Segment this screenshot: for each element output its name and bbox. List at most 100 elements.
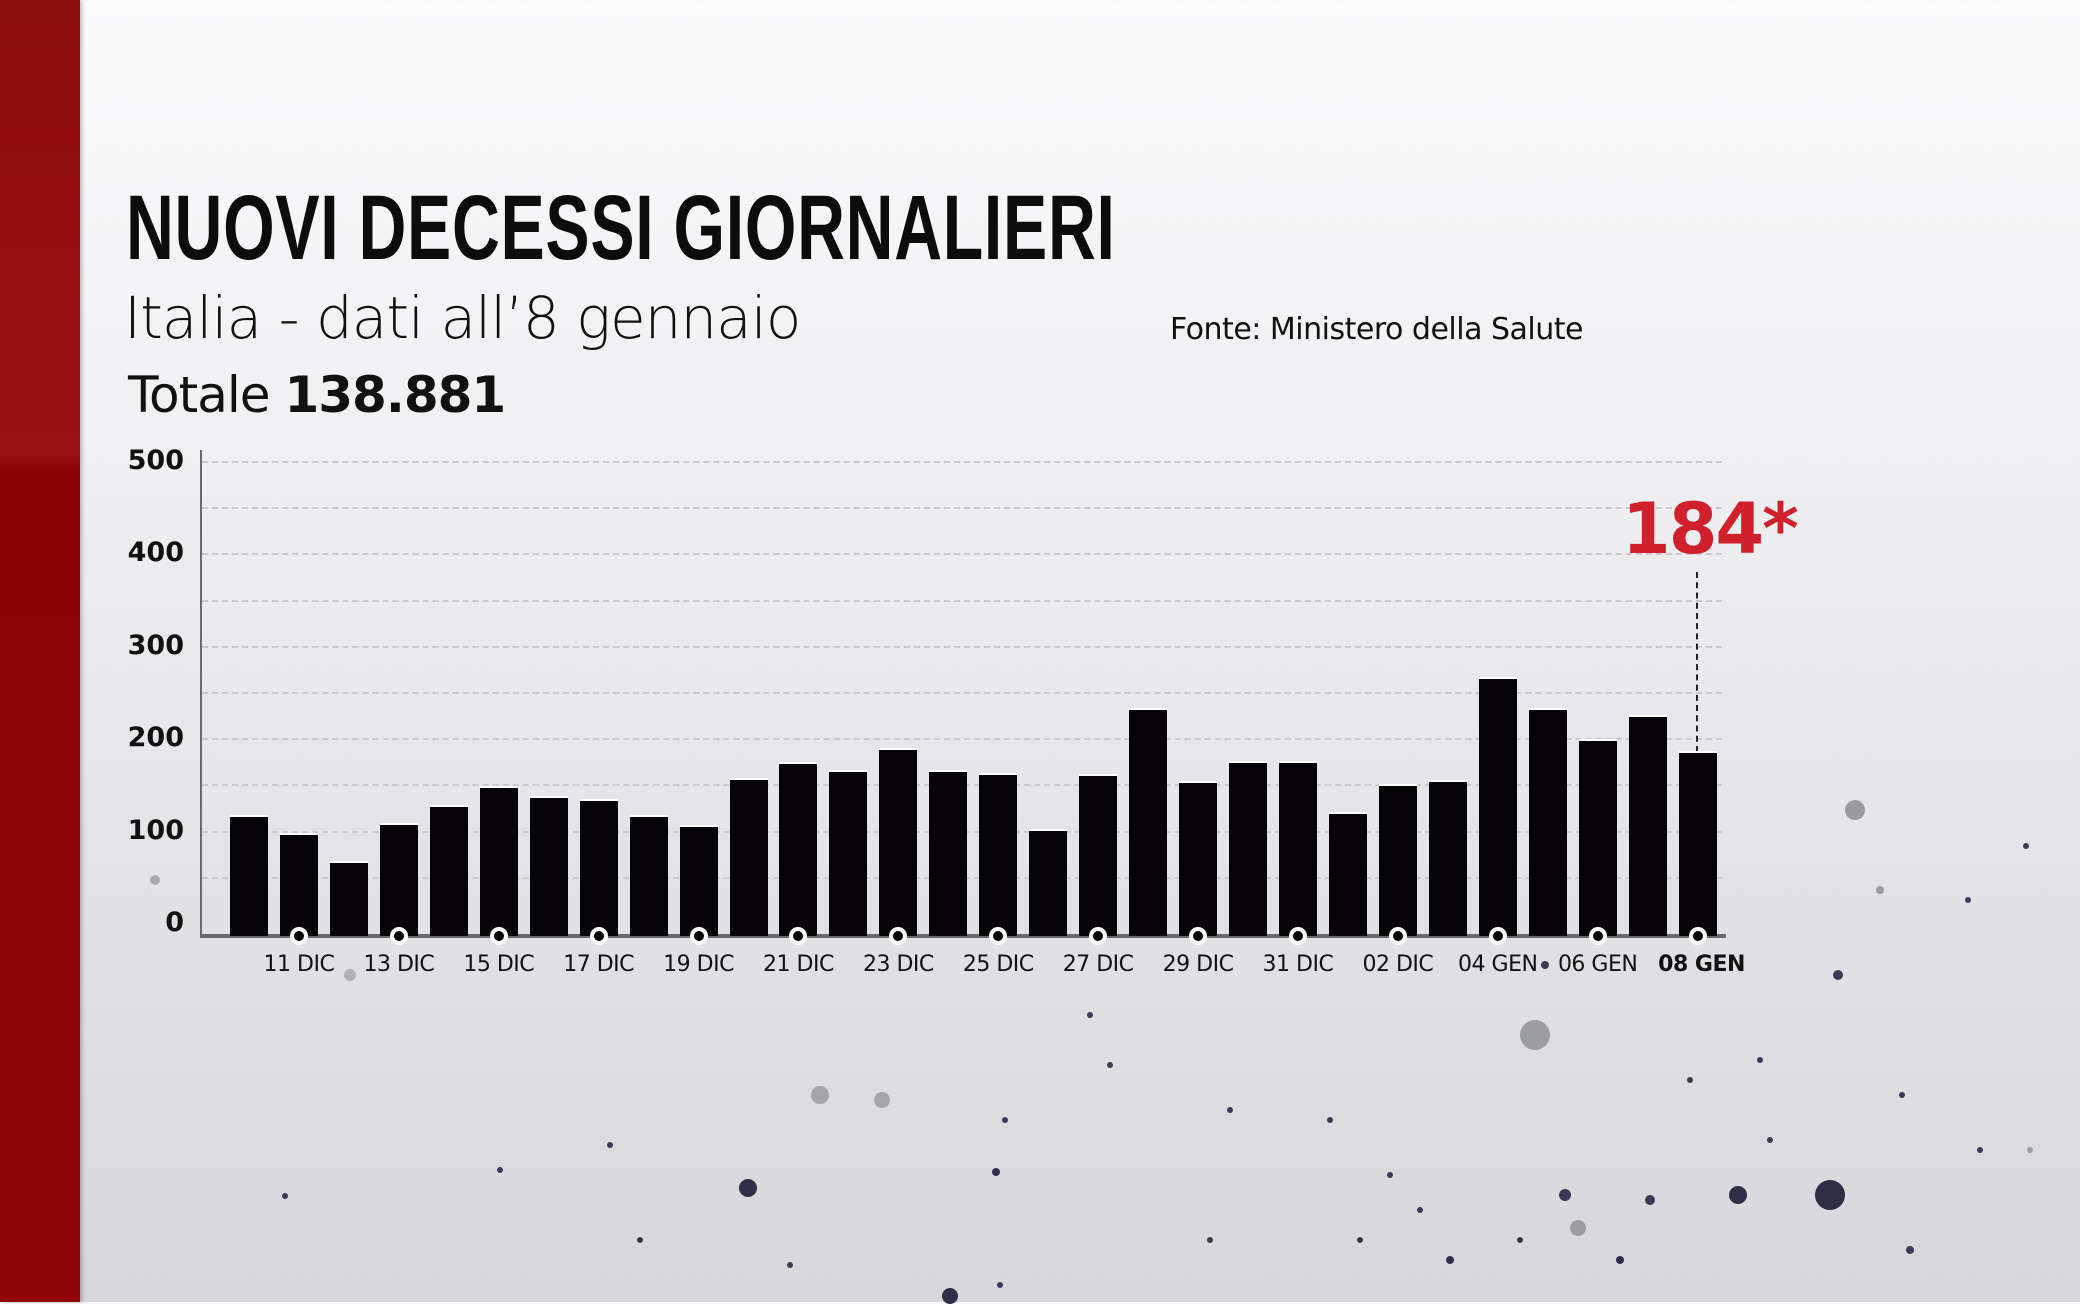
decorative-dot [787, 1262, 793, 1268]
decorative-dot [1559, 1189, 1571, 1201]
bar-05-gen [1528, 709, 1567, 936]
total-value: 138.881 [284, 366, 506, 424]
total-label: Totale [128, 366, 271, 424]
x-tick-marker [689, 927, 708, 945]
decorative-dot [1687, 1077, 1693, 1083]
x-tick-label: 31 DIC [1262, 952, 1334, 977]
decorative-dot [1645, 1195, 1655, 1205]
gridline [202, 507, 1722, 510]
decorative-dot [1517, 1237, 1523, 1243]
bar-23-dic [879, 750, 918, 936]
decorative-dot [135, 542, 141, 548]
decorative-dot [1616, 1256, 1624, 1264]
gridline [202, 461, 1722, 463]
bar-16-dic [529, 798, 568, 936]
bar-17-dic [579, 801, 618, 936]
accent-strip [0, 0, 80, 1302]
x-tick-marker [989, 927, 1008, 945]
bar-15-dic [479, 788, 518, 936]
bar-02-gen [1378, 786, 1417, 936]
x-tick-label: 19 DIC [663, 952, 734, 977]
bar-26-dic [1029, 830, 1068, 936]
x-tick-label: 13 DIC [363, 952, 435, 977]
data-source: Fonte: Ministero della Salute [1170, 312, 1584, 347]
y-tick-label: 100 [127, 814, 184, 846]
decorative-dot [2027, 1147, 2033, 1153]
decorative-dot [1977, 1147, 1983, 1153]
total-deaths: Totale 138.881 [128, 366, 506, 424]
x-tick-marker [1488, 927, 1507, 945]
bar-28-dic [1129, 709, 1168, 936]
decorative-dot [344, 969, 356, 981]
gridline [202, 553, 1722, 556]
gridline [202, 599, 1722, 602]
bar-18-dic [629, 816, 668, 936]
decorative-dot [874, 1092, 890, 1108]
bar-20-dic [729, 779, 768, 936]
chart-subtitle: Italia - dati all’8 gennaio [124, 284, 801, 352]
bar-24-dic [929, 772, 968, 936]
decorative-dot [607, 1142, 613, 1148]
x-tick-marker [889, 927, 908, 945]
x-tick-label: 27 DIC [1062, 952, 1134, 977]
bar-03-gen [1428, 781, 1467, 936]
decorative-dot [1227, 1107, 1233, 1113]
bar-30-dic [1229, 763, 1267, 936]
x-tick-marker [589, 927, 608, 945]
bar-04-gen [1478, 679, 1517, 936]
decorative-dot [1906, 1246, 1914, 1254]
decorative-dot [739, 1179, 757, 1197]
x-tick-marker [289, 927, 308, 945]
x-tick-label: 15 DIC [463, 952, 535, 977]
bar-25-dic [979, 775, 1018, 936]
x-tick-label: 17 DIC [563, 952, 635, 977]
decorative-dot [2023, 843, 2029, 849]
x-tick-label: 29 DIC [1162, 952, 1234, 977]
decorative-dot [497, 1167, 503, 1173]
bar-01-gen [1328, 813, 1367, 936]
decorative-dot [1446, 1256, 1454, 1264]
decorative-dot [1417, 1207, 1423, 1213]
decorative-dot [1845, 800, 1865, 820]
x-tick-marker [489, 927, 508, 945]
decorative-dot [1387, 1172, 1393, 1178]
decorative-dot [1107, 1062, 1113, 1068]
decorative-dot [150, 875, 160, 885]
y-tick-label: 0 [165, 907, 184, 938]
decorative-dot [1570, 1220, 1586, 1236]
decorative-dot [1207, 1237, 1213, 1243]
bar-08-gen [1678, 752, 1717, 936]
decorative-dot [1357, 1237, 1363, 1243]
y-axis [200, 450, 202, 936]
bar-31-dic [1278, 763, 1317, 936]
y-tick-label: 200 [127, 722, 184, 754]
decorative-dot [1757, 1057, 1763, 1063]
decorative-dot [1899, 1092, 1905, 1098]
x-tick-marker [389, 927, 408, 945]
decorative-dot [282, 1193, 288, 1199]
x-tick-marker [1189, 927, 1208, 945]
x-tick-label: 23 DIC [862, 952, 934, 977]
decorative-dot [1876, 886, 1884, 894]
decorative-dot [1087, 1012, 1093, 1018]
decorative-dot [1767, 1137, 1773, 1143]
decorative-dot [1965, 897, 1971, 903]
decorative-dot [992, 1168, 1000, 1176]
decorative-dot [1327, 1117, 1333, 1123]
x-tick-label: 08 GEN [1658, 952, 1745, 977]
x-tick-label: 21 DIC [763, 952, 834, 977]
bar-21-dic [779, 764, 818, 936]
bar-14-dic [429, 806, 468, 936]
y-tick-label: 300 [127, 629, 184, 661]
x-tick-marker [1288, 927, 1307, 945]
bar-06-gen [1578, 740, 1617, 936]
decorative-dot [1541, 961, 1549, 969]
decorative-dot [1833, 970, 1843, 980]
callout-leader-line [1696, 572, 1698, 752]
bar-07-gen [1628, 716, 1667, 936]
bar-29-dic [1179, 782, 1218, 936]
y-tick-label: 500 [127, 445, 184, 476]
x-tick-marker [789, 927, 808, 945]
decorative-dot [1815, 1180, 1845, 1210]
